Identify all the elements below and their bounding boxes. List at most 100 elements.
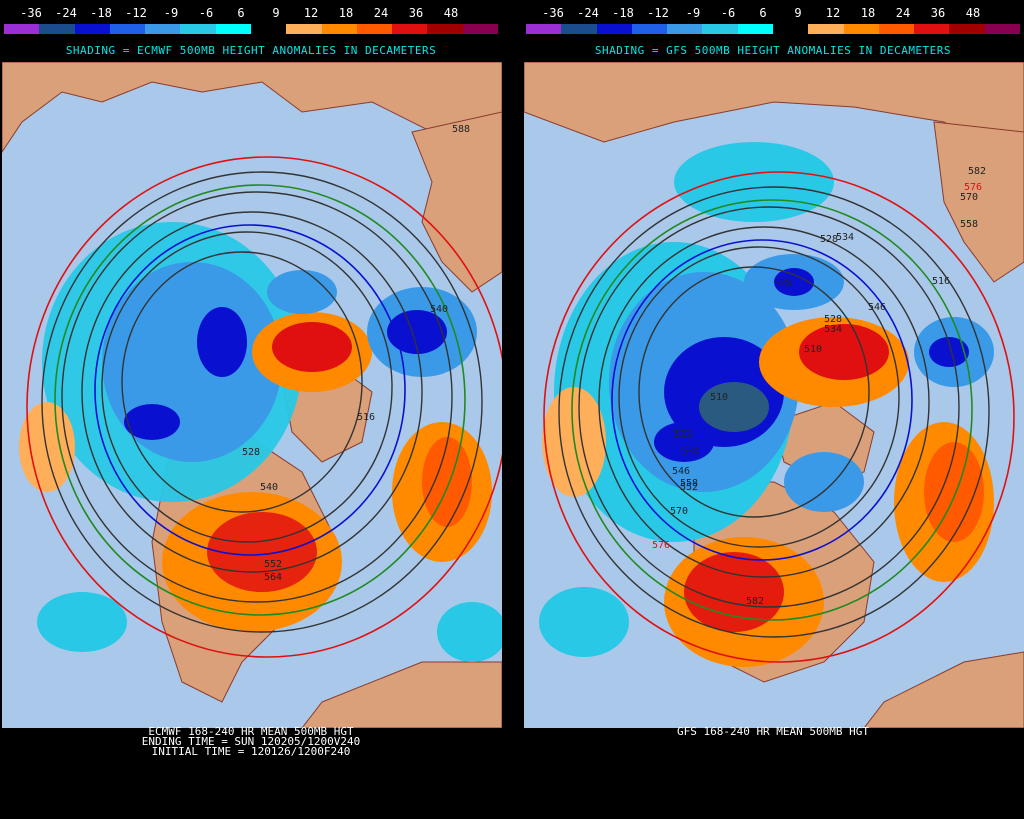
footer-line: INITIAL TIME = 120126/1200F240 bbox=[151, 745, 351, 758]
anomaly-negative-siberia-core bbox=[774, 268, 814, 296]
scale-label: -24 bbox=[577, 6, 599, 20]
scale-swatch bbox=[808, 24, 844, 34]
scale-swatch bbox=[145, 24, 181, 34]
scale-swatch bbox=[180, 24, 216, 34]
scale-swatch bbox=[914, 24, 950, 34]
map-title: SHADING = ECMWF 500MB HEIGHT ANOMALIES I… bbox=[65, 44, 437, 57]
contour-label: 534 bbox=[682, 446, 700, 457]
scale-swatch bbox=[772, 24, 809, 34]
scale-swatch bbox=[631, 24, 668, 34]
land-europe bbox=[933, 121, 1024, 283]
height-contour bbox=[121, 251, 363, 513]
height-contour-blue bbox=[94, 224, 406, 556]
scale-label: -18 bbox=[90, 6, 112, 20]
scale-label: 24 bbox=[895, 6, 911, 20]
scale-swatch bbox=[427, 24, 463, 34]
height-contour bbox=[558, 186, 990, 638]
scale-label: -18 bbox=[612, 6, 634, 20]
contour-label: 528 bbox=[242, 447, 260, 458]
height-contour-blue bbox=[611, 239, 913, 561]
scale-swatch bbox=[878, 24, 915, 34]
contour-label: 570 bbox=[960, 192, 978, 203]
anomaly-positive-pacific-core bbox=[207, 512, 317, 592]
anomaly-negative-center bbox=[699, 382, 769, 432]
contour-label: 552 bbox=[680, 482, 698, 493]
contour-label: 546 bbox=[672, 466, 690, 477]
scale-swatch bbox=[526, 24, 562, 34]
height-contour bbox=[578, 206, 960, 608]
color-scale-bar bbox=[4, 24, 498, 34]
color-scale-labels: -36 -24 -18 -12 -9 -6 6 9 12 18 24 36 48 bbox=[522, 6, 1024, 20]
height-contour bbox=[101, 231, 393, 543]
contour-label: 522 bbox=[674, 429, 692, 440]
scale-swatch bbox=[949, 24, 985, 34]
footer-line: ECMWF 168-240 HR MEAN 500MB HGT bbox=[148, 725, 354, 738]
contour-label: 588 bbox=[452, 124, 470, 135]
anomaly-negative-europe-core bbox=[387, 310, 447, 354]
anomaly-negative-core bbox=[197, 307, 247, 377]
scale-swatch bbox=[321, 24, 357, 34]
land-europe bbox=[411, 111, 502, 293]
map-footer: ECMWF 168-240 HR MEAN 500MB HGT ENDING T… bbox=[0, 725, 502, 758]
contour-label: 570 bbox=[670, 506, 688, 517]
contour-label: 516 bbox=[932, 276, 950, 287]
contour-label: 528 bbox=[824, 314, 842, 325]
scale-swatch bbox=[596, 24, 632, 34]
height-contour bbox=[618, 246, 900, 548]
scale-swatch bbox=[74, 24, 110, 34]
scale-label: -9 bbox=[163, 6, 179, 20]
scale-label: 48 bbox=[965, 6, 981, 20]
color-scale-bar bbox=[526, 24, 1020, 34]
height-contour bbox=[41, 171, 483, 633]
contour-label: 576 bbox=[652, 540, 670, 551]
height-contour-red bbox=[26, 156, 502, 658]
scale-label: 36 bbox=[930, 6, 946, 20]
map-footer: GFS 168-240 HR MEAN 500MB HGT bbox=[522, 725, 1024, 738]
scale-swatch bbox=[737, 24, 773, 34]
height-contour bbox=[81, 211, 423, 573]
scale-label: 36 bbox=[408, 6, 424, 20]
land-south-america bbox=[301, 661, 502, 728]
map-title: SHADING = GFS 500MB HEIGHT ANOMALIES IN … bbox=[594, 44, 952, 57]
scale-swatch bbox=[462, 24, 498, 34]
anomaly-negative-siberia bbox=[267, 270, 337, 314]
height-contour bbox=[638, 266, 870, 518]
contour-label: 528 bbox=[774, 278, 792, 289]
ecmwf-panel: -36 -24 -18 -12 -9 -6 6 9 12 18 24 36 48… bbox=[0, 0, 502, 819]
scale-swatch bbox=[702, 24, 738, 34]
scale-label: 9 bbox=[272, 6, 280, 20]
contour-label: 528 bbox=[820, 234, 838, 245]
contour-label: 576 bbox=[964, 182, 982, 193]
scale-swatch bbox=[286, 24, 322, 34]
contour-label: 582 bbox=[968, 166, 986, 177]
contour-label: 540 bbox=[430, 304, 448, 315]
scale-label: 12 bbox=[825, 6, 841, 20]
gfs-map: 582 576 570 558 528 534 516 528 522 534 … bbox=[524, 62, 1024, 728]
scale-label: -12 bbox=[125, 6, 147, 20]
scale-swatch bbox=[109, 24, 146, 34]
contour-label: 510 bbox=[710, 392, 728, 403]
scale-swatch bbox=[39, 24, 75, 34]
anomaly-cyan-sw bbox=[539, 587, 629, 657]
contour-label: 552 bbox=[264, 559, 282, 570]
contour-label: 534 bbox=[824, 324, 842, 335]
scale-label: 18 bbox=[860, 6, 876, 20]
scale-label: -12 bbox=[647, 6, 669, 20]
anomaly-positive-atlantic-core bbox=[924, 442, 984, 542]
scale-label: -9 bbox=[685, 6, 701, 20]
scale-swatch bbox=[215, 24, 251, 34]
contour-label: 558 bbox=[960, 219, 978, 230]
scale-label: 6 bbox=[759, 6, 767, 20]
scale-label: -36 bbox=[542, 6, 564, 20]
land-asia bbox=[524, 62, 1024, 203]
height-contour bbox=[61, 191, 453, 603]
color-scale-labels: -36 -24 -18 -12 -9 -6 6 9 12 18 24 36 48 bbox=[0, 6, 502, 20]
scale-label: 6 bbox=[237, 6, 245, 20]
scale-swatch bbox=[356, 24, 393, 34]
height-contour-red bbox=[543, 171, 1015, 663]
anomaly-cyan-sw bbox=[37, 592, 127, 652]
anomaly-cyan-se bbox=[437, 602, 502, 662]
contour-label: 540 bbox=[260, 482, 278, 493]
contour-label: 558 bbox=[680, 478, 698, 489]
footer-line: GFS 168-240 HR MEAN 500MB HGT bbox=[676, 725, 870, 738]
